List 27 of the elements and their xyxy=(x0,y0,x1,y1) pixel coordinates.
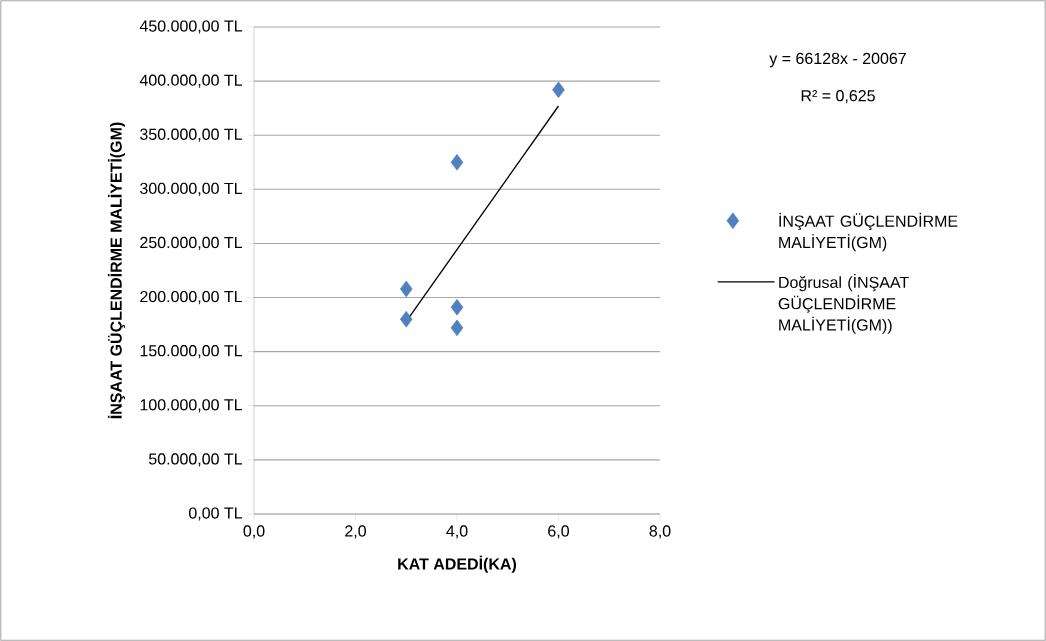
x-tick-label: 2,0 xyxy=(345,525,367,539)
point xyxy=(450,299,464,316)
x-tick-label: 6,0 xyxy=(548,525,569,539)
text: R² = 0,625 xyxy=(801,90,875,104)
y-tick-label: 150.000,00 TL xyxy=(140,345,243,359)
point xyxy=(552,81,565,99)
y-tick-label: 250.000,00 TL xyxy=(140,236,243,251)
y-tick-label: 300.000,00 TL xyxy=(140,182,243,196)
y-tick-label: 350.000,00 TL xyxy=(140,128,243,142)
y-axis-title: İNŞAAT GÜÇLENDİRME MALİYETİ(GM) xyxy=(107,122,125,419)
point xyxy=(399,280,413,298)
x-axis-title: KAT ADEDİ(KA) xyxy=(398,555,517,573)
x-tick-label: 0,0 xyxy=(243,525,265,539)
text: y = 66128x - 20067 xyxy=(769,52,906,68)
legend-label: Doğrusal (İNŞAAT GÜÇLENDİRME MALİYETİ(GM)) xyxy=(778,274,909,334)
y-tick-label: 100.000,00 TL xyxy=(140,399,243,413)
y-tick-label: 0,00 TL xyxy=(189,507,243,521)
y-tick-label: 200.000,00 TL xyxy=(140,290,243,305)
y-tick-label: 400.000,00 TL xyxy=(139,74,243,88)
point xyxy=(450,319,464,337)
y-tick-label: 450.000,00 TL xyxy=(139,20,243,34)
point xyxy=(399,310,413,328)
point xyxy=(450,154,464,171)
text: İNŞAAT GÜÇLENDİRME MALİYETİ(GM) xyxy=(779,212,958,252)
x-tick-label: 8,0 xyxy=(649,525,671,539)
x-tick-label: 4,0 xyxy=(446,525,468,539)
y-tick-label: 50.000,00 TL xyxy=(148,453,243,467)
